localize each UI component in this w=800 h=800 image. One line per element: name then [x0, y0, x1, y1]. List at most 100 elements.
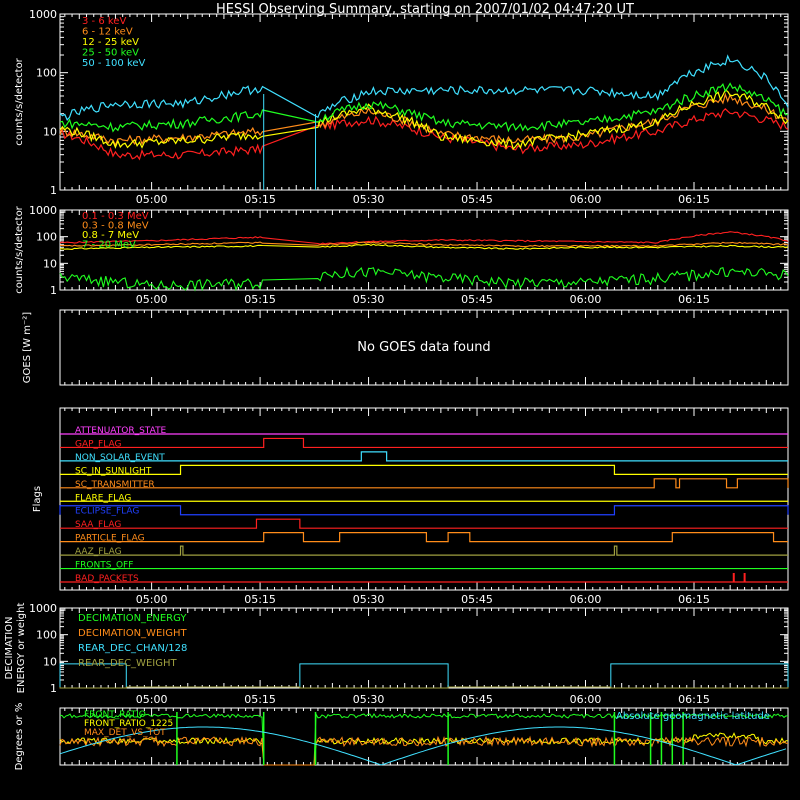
flag-label: SAA_FLAG	[75, 520, 121, 530]
panel1-series-line	[59, 82, 789, 133]
panel1-legend-label: 3 - 6 keV	[82, 16, 126, 27]
panel1-ytick-label: 100	[36, 67, 57, 80]
flag-line	[60, 451, 788, 462]
flag-line	[60, 532, 788, 543]
flag-label: NON_SOLAR_EVENT	[75, 453, 165, 463]
panel1-legend-label: 6 - 12 keV	[82, 27, 133, 38]
panel2-ytick-label: 1	[50, 284, 57, 297]
panel1-ytick-label: 10	[43, 125, 57, 138]
flag-line	[60, 545, 788, 556]
panel2-ytick-label: 10	[43, 257, 57, 270]
panel2-ylabel: counts/s/detector	[14, 205, 25, 293]
panel5-ytick-label: 1000	[29, 602, 57, 615]
time-tick-label: 06:15	[678, 593, 710, 606]
panel5-series-line	[59, 686, 789, 689]
flag-label: GAP_FLAG	[75, 439, 121, 449]
panel5-ylabel-line2: ENERGY or weight	[16, 603, 27, 694]
time-tick-label: 05:15	[244, 693, 276, 706]
flag-label: FLARE_FLAG	[75, 493, 131, 503]
panel1-series-line	[59, 54, 789, 121]
panel2-ytick-label: 1000	[29, 204, 57, 217]
panel2-series-line	[59, 243, 789, 250]
plot-title: HESSI Observing Summary, starting on 200…	[216, 2, 634, 17]
time-tick-label: 05:15	[244, 193, 276, 206]
flag-label: ECLIPSE_FLAG	[75, 507, 139, 517]
panel6-latitude-line	[59, 726, 787, 766]
no-goes-message: No GOES data found	[357, 340, 490, 355]
time-tick-label: 05:30	[353, 293, 385, 306]
panel2-legend-label: 0.3 - 0.8 MeV	[82, 221, 149, 232]
panel1-ytick-label: 1000	[29, 8, 57, 21]
flag-label: SC_TRANSMITTER	[75, 480, 155, 490]
time-tick-label: 05:30	[353, 193, 385, 206]
panel4-ylabel: Flags	[32, 486, 43, 512]
panel1-frame	[59, 13, 789, 191]
time-tick-label: 05:00	[136, 693, 168, 706]
panel5-legend-label: DECIMATION_ENERGY	[78, 613, 187, 624]
panel2-legend-label: 0.1 - 0.3 MeV	[82, 211, 149, 222]
panel5-ytick-label: 100	[36, 629, 57, 642]
panel5-legend-label: REAR_DEC_CHAN/128	[78, 643, 187, 654]
panel1-ytick-label: 1	[50, 184, 57, 197]
panel5-ylabel-line1: DECIMATION	[4, 616, 15, 679]
flag-label: PARTICLE_FLAG	[75, 534, 145, 544]
flag-line	[59, 505, 789, 516]
flag-line	[60, 437, 788, 449]
time-tick-label: 06:00	[570, 193, 602, 206]
panel4-frame	[59, 407, 789, 591]
flag-label: FRONTS_OFF	[75, 561, 133, 571]
flag-label: ATTENUATOR_STATE	[75, 426, 167, 436]
panel5-legend-label: REAR_DEC_WEIGHT	[78, 658, 177, 669]
panel2-series-line	[59, 266, 789, 292]
panel6-ylabel: Degrees or %	[14, 703, 25, 771]
panel2-legend-label: 7 - 20 MeV	[82, 240, 136, 251]
panel2-legend-label: 0.8 - 7 MeV	[82, 230, 139, 241]
panel1-series-line	[59, 92, 789, 147]
panel6-max-det-line	[59, 735, 789, 766]
panel2-ytick-label: 100	[36, 231, 57, 244]
time-tick-label: 05:00	[136, 193, 168, 206]
time-tick-label: 05:15	[244, 593, 276, 606]
panel6-legend-label: FRONT_RATIO_1225	[84, 719, 173, 729]
flag-line	[60, 464, 788, 475]
time-tick-label: 06:15	[678, 693, 710, 706]
panel1-legend-label: 25 - 50 keV	[82, 48, 139, 59]
flag-line	[60, 478, 789, 489]
panel5-legend-label: DECIMATION_WEIGHT	[78, 628, 187, 639]
panel1-legend-label: 50 - 100 keV	[82, 58, 146, 69]
panel6-legend-label: FRONT_RATIO	[84, 710, 146, 720]
time-tick-label: 05:00	[136, 593, 168, 606]
time-tick-label: 05:45	[461, 593, 493, 606]
time-tick-label: 05:30	[353, 593, 385, 606]
panel2-series-line	[59, 241, 789, 248]
time-tick-label: 06:00	[570, 293, 602, 306]
panel1-ylabel: counts/s/detector	[14, 57, 25, 145]
time-tick-label: 05:45	[461, 693, 493, 706]
time-tick-label: 06:00	[570, 593, 602, 606]
panel1-series-line	[59, 89, 789, 151]
flag-line	[60, 518, 788, 529]
panel6-front-ratio-1225-line	[59, 732, 788, 766]
time-tick-label: 05:30	[353, 693, 385, 706]
panel3-ylabel: GOES [W m⁻²]	[22, 312, 33, 383]
panel5-ytick-label: 1	[50, 682, 57, 695]
panel1-series-line	[59, 107, 789, 161]
time-tick-label: 06:00	[570, 693, 602, 706]
panel6-frame	[59, 707, 789, 766]
flag-label: SC_IN_SUNLIGHT	[75, 466, 152, 476]
time-tick-label: 05:45	[461, 193, 493, 206]
time-tick-label: 05:00	[136, 293, 168, 306]
time-tick-label: 06:15	[678, 193, 710, 206]
flag-label: AAZ_FLAG	[75, 547, 122, 557]
time-tick-label: 05:45	[461, 293, 493, 306]
time-tick-label: 05:15	[244, 293, 276, 306]
panel1-legend-label: 12 - 25 keV	[82, 37, 139, 48]
panel6-front-ratio-line	[59, 712, 789, 766]
panel6-annotation: Absolute geomagnetic latitude	[616, 711, 770, 722]
panel6-legend-label: MAX_DET_VS_TOT	[84, 728, 166, 738]
panel2-frame	[59, 209, 789, 291]
flag-label: BAD_PACKETS	[75, 574, 139, 584]
